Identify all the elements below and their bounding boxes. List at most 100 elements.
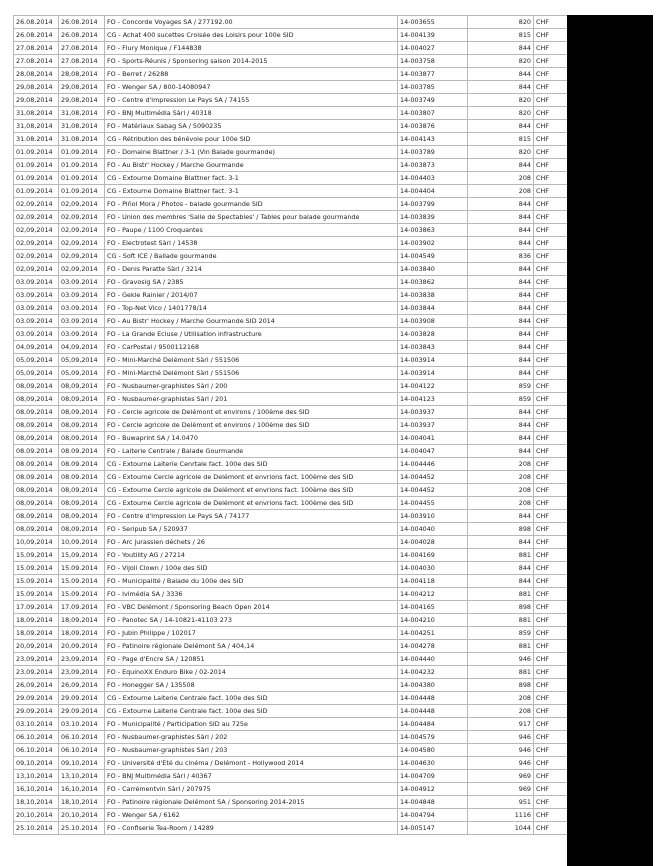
booking-date-cell: 06.10.2014 <box>13 730 59 744</box>
value-date-cell: 08,09,2014 <box>58 431 105 445</box>
booking-date-cell: 08,09,2014 <box>13 483 59 497</box>
table-row: 17.09.2014 17.09.2014 FO - VBC Delémont / … <box>13 600 568 614</box>
value-date-cell: 23,09,2014 <box>58 652 105 666</box>
amount-cell: 844 <box>467 366 534 380</box>
booking-date-cell: 02,09,2014 <box>13 262 59 276</box>
table-row: 02,09,2014 02,09,2014 FO - Union des membr… <box>13 210 568 224</box>
value-date-cell: 08,09,2014 <box>58 509 105 523</box>
table-row: 29,08,2014 29,08,2014 FO - Centre d'impres… <box>13 93 568 107</box>
table-row: 02,09,2014 02,09,2014 FO - Paupe / 1100 Cr… <box>13 223 568 237</box>
booking-date-cell: 26.08.2014 <box>13 15 59 29</box>
value-date-cell: 02,09,2014 <box>58 210 105 224</box>
value-date-cell: 29,08,2014 <box>58 93 105 107</box>
booking-date-cell: 08,09,2014 <box>13 509 59 523</box>
table-row: 01.09.2014 01.09.2014 CG - Extourne Domain… <box>13 184 568 198</box>
currency-cell: CHF <box>533 574 568 588</box>
value-date-cell: 31,08,2014 <box>58 106 105 120</box>
currency-cell: CHF <box>533 418 568 432</box>
description-cell: FO - Page d'Encre SA / 120851 <box>104 652 398 666</box>
table-row: 25.10.2014 25.10.2014 FO - Confiserie Tea-… <box>13 821 568 835</box>
booking-date-cell: 05,09,2014 <box>13 353 59 367</box>
table-row: 20,10,2014 20,10,2014 FO - Wenger SA / 616… <box>13 808 568 822</box>
table-row: 31,08,2014 31,08,2014 FO - BNJ Multimédia … <box>13 106 568 120</box>
value-date-cell: 01.09.2014 <box>58 171 105 185</box>
value-date-cell: 03.09.2014 <box>58 301 105 315</box>
amount-cell: 844 <box>467 405 534 419</box>
document-number-cell: 14-004210 <box>397 613 468 627</box>
value-date-cell: 02,09,2014 <box>58 197 105 211</box>
document-number-cell: 14-004118 <box>397 574 468 588</box>
booking-date-cell: 05,09,2014 <box>13 366 59 380</box>
table-row: 03.09.2014 03.09.2014 FO - La Grande Eclus… <box>13 327 568 341</box>
amount-cell: 820 <box>467 106 534 120</box>
table-row: 08,09,2014 08,09,2014 FO - Cercle agricole… <box>13 405 568 419</box>
booking-date-cell: 27.08.2014 <box>13 41 59 55</box>
booking-date-cell: 15.09.2014 <box>13 587 59 601</box>
amount-cell: 208 <box>467 704 534 718</box>
booking-date-cell: 08,09,2014 <box>13 392 59 406</box>
currency-cell: CHF <box>533 379 568 393</box>
description-cell: FO - Ivimédia SA / 3336 <box>104 587 398 601</box>
document-number-cell: 14-004448 <box>397 691 468 705</box>
table-row: 18,09,2014 18,09,2014 FO - Panotec SA / 14… <box>13 613 568 627</box>
document-number-cell: 14-003863 <box>397 223 468 237</box>
currency-cell: CHF <box>533 340 568 354</box>
description-cell: FO - BNJ Multimédia Sàrl / 40318 <box>104 106 398 120</box>
amount-cell: 820 <box>467 145 534 159</box>
document-number-cell: 14-004143 <box>397 132 468 146</box>
description-cell: FO - Concorde Voyages SA / 277192.00 <box>104 15 398 29</box>
currency-cell: CHF <box>533 145 568 159</box>
table-row: 15.09.2014 15.09.2014 FO - Vijoli Clown / … <box>13 561 568 575</box>
currency-cell: CHF <box>533 600 568 614</box>
currency-cell: CHF <box>533 743 568 757</box>
value-date-cell: 29,08,2014 <box>58 80 105 94</box>
amount-cell: 844 <box>467 340 534 354</box>
description-cell: FO - Honegger SA / 135508 <box>104 678 398 692</box>
table-row: 26,09,2014 26,09,2014 FO - Honegger SA / 1… <box>13 678 568 692</box>
currency-cell: CHF <box>533 756 568 770</box>
value-date-cell: 03.10.2014 <box>58 717 105 731</box>
booking-date-cell: 02,09,2014 <box>13 197 59 211</box>
ledger-table: 26.08.2014 26.08.2014 FO - Concorde Voyage… <box>13 15 568 835</box>
document-number-cell: 14-003839 <box>397 210 468 224</box>
booking-date-cell: 31,08,2014 <box>13 119 59 133</box>
amount-cell: 836 <box>467 249 534 263</box>
booking-date-cell: 01.09.2014 <box>13 171 59 185</box>
booking-date-cell: 02,09,2014 <box>13 210 59 224</box>
document-number-cell: 14-004028 <box>397 535 468 549</box>
booking-date-cell: 02,09,2014 <box>13 236 59 250</box>
description-cell: FO - Union des membres 'Salle de Spectab… <box>104 210 398 224</box>
value-date-cell: 01.09.2014 <box>58 184 105 198</box>
currency-cell: CHF <box>533 288 568 302</box>
booking-date-cell: 08,09,2014 <box>13 431 59 445</box>
description-cell: FO - Nusbaumer-graphistes Sàrl / 203 <box>104 743 398 757</box>
booking-date-cell: 23,09,2014 <box>13 665 59 679</box>
document-number-cell: 14-004251 <box>397 626 468 640</box>
booking-date-cell: 04,09,2014 <box>13 340 59 354</box>
booking-date-cell: 08,09,2014 <box>13 522 59 536</box>
description-cell: FO - Arc jurassien déchets / 26 <box>104 535 398 549</box>
description-cell: FO - Sports-Réunis / Sponsoring saison 2… <box>104 54 398 68</box>
description-cell: FO - Mini-Marché Delémont Sàrl / 551506 <box>104 353 398 367</box>
amount-cell: 844 <box>467 353 534 367</box>
description-cell: FO - BNJ Multimédia Sàrl / 40367 <box>104 769 398 783</box>
value-date-cell: 23,09,2014 <box>58 665 105 679</box>
booking-date-cell: 06.10.2014 <box>13 743 59 757</box>
currency-cell: CHF <box>533 93 568 107</box>
amount-cell: 844 <box>467 119 534 133</box>
table-row: 27.08.2014 27.08.2014 FO - Sports-Réunis /… <box>13 54 568 68</box>
description-cell: FO - Nusbaumer-graphistes Sàrl / 200 <box>104 379 398 393</box>
table-row: 29,08,2014 29,08,2014 FO - Wenger SA / 800… <box>13 80 568 94</box>
description-cell: CG - Extourne Domaine Blattner fact. 3-1 <box>104 171 398 185</box>
amount-cell: 844 <box>467 80 534 94</box>
description-cell: CG - Extourne Laiterie Cenrtale fact. 10… <box>104 457 398 471</box>
booking-date-cell: 29,08,2014 <box>13 93 59 107</box>
currency-cell: CHF <box>533 613 568 627</box>
value-date-cell: 28,08,2014 <box>58 67 105 81</box>
document-number-cell: 14-004912 <box>397 782 468 796</box>
description-cell: CG - Rétribution des bénévole pour 100e … <box>104 132 398 146</box>
table-row: 29.09.2014 29.09.2014 CG - Extourne Laiter… <box>13 704 568 718</box>
document-number-cell: 14-003937 <box>397 405 468 419</box>
currency-cell: CHF <box>533 821 568 835</box>
amount-cell: 844 <box>467 262 534 276</box>
